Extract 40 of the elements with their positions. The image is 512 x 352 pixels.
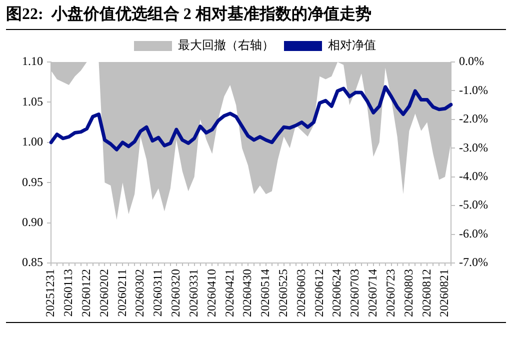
y-tick-label: 1.05 bbox=[22, 94, 43, 108]
y2-tick-label: -7.0% bbox=[459, 255, 488, 270]
x-tick-label: 20260302 bbox=[132, 269, 147, 317]
chart-title: 图22: 小盘价值优选组合 2 相对基准指数的净值走势 bbox=[6, 4, 506, 30]
y2-tick-label: -2.0% bbox=[459, 112, 488, 126]
x-tick-label: 20260624 bbox=[330, 269, 344, 317]
x-tick-label: 20260113 bbox=[61, 269, 76, 317]
x-tick-label: 20260703 bbox=[348, 269, 362, 317]
y2-tick-label: -1.0% bbox=[459, 82, 488, 97]
y2-tick-label: 0.0% bbox=[459, 54, 484, 68]
x-tick-label: 20260803 bbox=[401, 269, 416, 317]
y-tick-label: 1.00 bbox=[22, 134, 43, 149]
x-tick-label: 20251231 bbox=[43, 269, 58, 317]
x-tick-label: 20260430 bbox=[240, 269, 254, 317]
x-tick-label: 20260211 bbox=[114, 269, 129, 317]
y-tick-label: 0.90 bbox=[22, 214, 43, 229]
x-tick-label: 20260311 bbox=[150, 269, 165, 317]
y2-tick-label: -4.0% bbox=[459, 169, 488, 184]
y-tick-label: 1.10 bbox=[22, 54, 43, 68]
legend-label: 相对净值 bbox=[328, 38, 376, 52]
x-tick-label: 20260514 bbox=[258, 269, 272, 317]
y-tick-label: 0.85 bbox=[22, 255, 43, 270]
x-tick-label: 20260821 bbox=[437, 269, 452, 317]
x-tick-label: 20260122 bbox=[78, 269, 93, 317]
x-tick-label: 20260421 bbox=[222, 269, 236, 317]
x-tick-label: 20260320 bbox=[168, 269, 183, 317]
x-tick-label: 20260612 bbox=[312, 269, 326, 317]
x-tick-label: 20260525 bbox=[276, 269, 290, 317]
x-tick-label: 20260812 bbox=[419, 269, 434, 317]
legend-label: 最大回撤（右轴） bbox=[178, 38, 274, 52]
x-tick-label: 20260603 bbox=[294, 269, 308, 317]
x-tick-label: 20260723 bbox=[383, 269, 398, 317]
y-tick-label: 0.95 bbox=[22, 174, 43, 189]
y2-tick-label: -5.0% bbox=[459, 198, 488, 212]
x-tick-label: 20260202 bbox=[96, 269, 111, 317]
x-tick-label: 20260714 bbox=[366, 269, 380, 317]
y2-tick-label: -6.0% bbox=[459, 226, 488, 240]
x-tick-label: 20260331 bbox=[186, 269, 200, 317]
x-tick-label: 20260410 bbox=[204, 269, 218, 317]
y2-tick-label: -3.0% bbox=[459, 140, 488, 154]
